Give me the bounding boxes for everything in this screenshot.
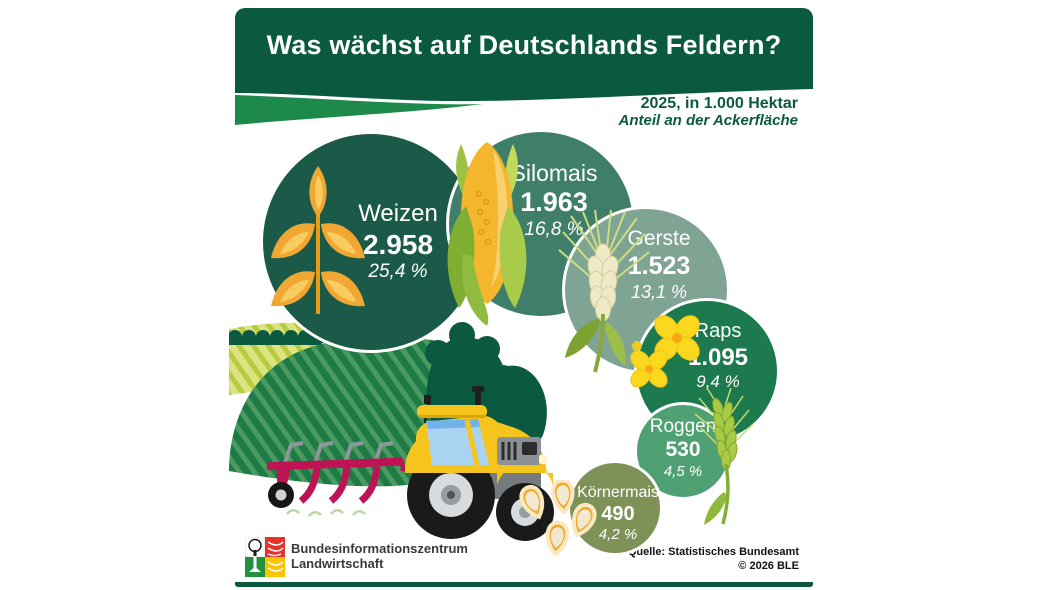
- crop-share: 9,4 %: [696, 371, 740, 391]
- infographic-card: Was wächst auf Deutschlands Feldern? 202…: [229, 0, 819, 590]
- bubble-koernermais-text: Körnermais 490 4,2 %: [577, 484, 659, 544]
- bubble-weizen-text: Weizen 2.958 25,4 %: [358, 200, 438, 284]
- crop-area-value: 1.963: [520, 187, 588, 218]
- bubble-roggen-text: Roggen 530 4,5 %: [650, 416, 717, 481]
- tractor: [405, 386, 554, 541]
- unit-note: 2025, in 1.000 Hektar: [640, 95, 798, 112]
- logo-line1: Bundesinformationszentrum: [291, 541, 468, 556]
- crop-name: Silomais: [510, 160, 598, 187]
- corn-cob-icon: [447, 142, 527, 326]
- crop-share: 13,1 %: [630, 281, 688, 302]
- bubble-weizen: Weizen 2.958 25,4 %: [260, 131, 482, 353]
- source-line2: © 2026 BLE: [738, 560, 799, 572]
- grass-tufts: [286, 509, 366, 517]
- header-banner: Was wächst auf Deutschlands Feldern?: [235, 8, 813, 87]
- subtitle-block: 2025, in 1.000 Hektar Anteil an der Acke…: [618, 95, 798, 129]
- bubble-silomais-text: Silomais 1.963 16,8 %: [511, 160, 598, 241]
- rapeseed-flower-icon: [630, 315, 700, 388]
- crop-name: Weizen: [358, 200, 438, 228]
- share-note: Anteil an der Ackerfläche: [618, 112, 798, 129]
- rye-icon: [694, 388, 754, 525]
- crop-name: Roggen: [649, 415, 717, 437]
- logo-text: Bundesinformationszentrum Landwirtschaft: [291, 541, 468, 571]
- crop-name: Gerste: [627, 227, 691, 251]
- bubble-raps-text: Raps 1.095 9,4 %: [688, 320, 748, 392]
- crop-share: 4,5 %: [663, 462, 703, 480]
- crop-area-value: 490: [601, 502, 635, 525]
- crop-name: Körnermais: [577, 483, 659, 501]
- wheat-icon: [271, 166, 365, 314]
- source-note: Quelle: Statistisches Bundesamt © 2026 B…: [628, 545, 799, 573]
- field-illustration: [229, 322, 554, 541]
- logo-line2: Landwirtschaft: [291, 556, 384, 571]
- crop-area-value: 530: [665, 437, 701, 461]
- crop-area-value: 1.523: [627, 252, 691, 281]
- crop-share: 25,4 %: [368, 261, 428, 283]
- bottom-bar: [235, 582, 813, 587]
- crop-area-value: 2.958: [362, 229, 434, 261]
- header-swoosh: [235, 85, 813, 125]
- plow: [266, 441, 427, 508]
- infographic-title: Was wächst auf Deutschlands Feldern?: [266, 30, 782, 60]
- source-line1: Quelle: Statistisches Bundesamt: [627, 546, 799, 558]
- bubble-gerste-text: Gerste 1.523 13,1 %: [627, 227, 690, 303]
- corn-kernels-icon: [519, 480, 597, 557]
- crop-share: 4,2 %: [598, 526, 638, 544]
- crop-name: Raps: [694, 320, 742, 343]
- barley-icon: [558, 210, 650, 373]
- crop-share: 16,8 %: [524, 219, 584, 241]
- bzl-logo: [245, 537, 285, 577]
